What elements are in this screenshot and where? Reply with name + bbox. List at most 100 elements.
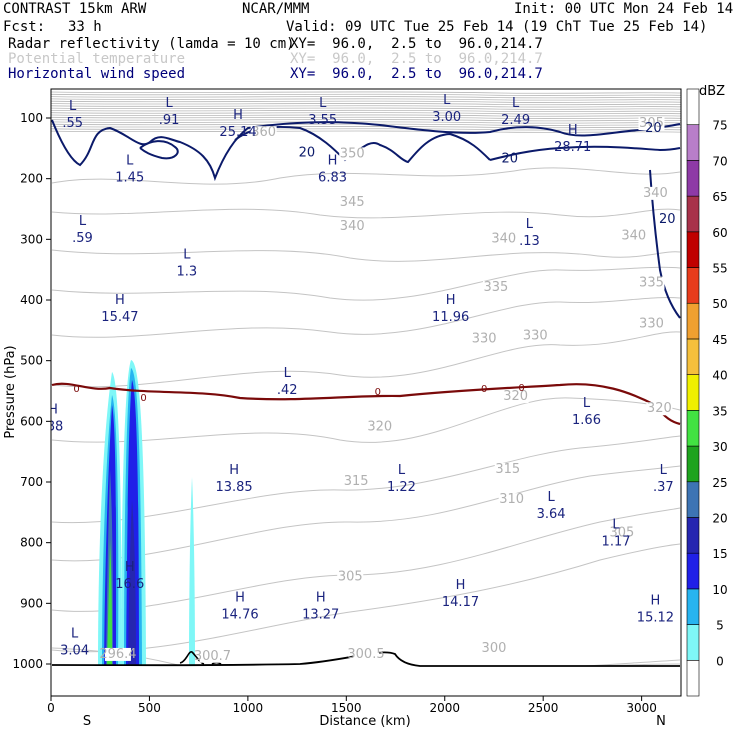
strat-isentrope (51, 125, 681, 129)
extremum-value: .91 (159, 113, 180, 128)
colorbar-segment (686, 659, 700, 697)
extremum-value: 25.14 (219, 125, 256, 140)
zero-contour (51, 382, 681, 426)
strat-isentrope (51, 93, 681, 96)
theta-label-bg (638, 117, 665, 131)
extremum-value: 1.22 (387, 480, 416, 495)
theta-label-bg (343, 475, 370, 489)
theta-label: 305 (610, 526, 635, 541)
extremum-value: 15.12 (637, 610, 674, 625)
strat-isentrope (51, 119, 681, 122)
y-tick-label: 900 (20, 596, 43, 610)
extremum-value: 6.83 (318, 171, 347, 186)
extremum-value: 2.49 (501, 113, 530, 128)
y-tick-label: 200 (20, 172, 43, 186)
extremum-type: H (115, 293, 125, 308)
x-axis: 0 500 1000 1500 2000 2500 3000 (47, 696, 657, 715)
theta-label-bg (199, 649, 226, 663)
strat-isentrope (51, 96, 681, 99)
theta-label: 300 (482, 641, 507, 656)
colorbar-segment (686, 552, 700, 590)
zero-label: 0 (481, 384, 487, 395)
extremum-value: 1.66 (572, 413, 601, 428)
wind-labels: 20 20 20 20 (299, 121, 676, 227)
colorbar-segment (686, 445, 700, 483)
theta-label-bg (494, 462, 521, 476)
valid-time: Valid: 09 UTC Tue 25 Feb 14 (19 ChT Tue … (286, 19, 708, 35)
extremum-value: .37 (653, 480, 674, 495)
extremum-type: H (48, 402, 58, 417)
colorbar-segment (686, 624, 700, 661)
x-end-label-south: S (83, 714, 91, 729)
theta-label-bg (522, 329, 549, 343)
colorbar-segment (686, 588, 700, 625)
extremum-value: 1.3 (177, 265, 198, 280)
strat-isentrope (51, 114, 681, 117)
theta-label: 340 (621, 228, 646, 243)
theta-label: 340 (643, 186, 668, 201)
extremum-type: H (568, 123, 578, 138)
stratosphere-isentropes (51, 91, 681, 133)
colorbar-segment (686, 160, 700, 197)
extremum-value: .88 (43, 419, 64, 434)
extremum-type: H (328, 154, 338, 169)
colorbar-title: dBZ (699, 84, 725, 99)
y-tick-label: 800 (20, 536, 43, 550)
theta-label: 340 (340, 219, 365, 234)
extremum-value: 3.64 (537, 507, 566, 522)
strat-isentrope (51, 130, 681, 133)
strat-isentrope (51, 112, 681, 115)
colorbar-label: 0 (716, 654, 724, 668)
strat-isentrope (51, 107, 681, 110)
theta-label: 320 (647, 401, 672, 416)
extrema-labels: L .55 L .91 H 25.14 L 3.55 L 3.00 L 2.49 H 28.71 L 1.45… (43, 93, 674, 659)
extremum-type: L (526, 217, 534, 232)
extremum-value: 13.85 (215, 480, 252, 495)
extremum-type: L (166, 96, 174, 111)
colorbar-label: 55 (712, 262, 727, 276)
y-tick-label: 700 (20, 475, 43, 489)
extremum-value: 1.45 (115, 171, 144, 186)
extremum-value: .59 (72, 231, 93, 246)
theta-label: 330 (472, 331, 497, 346)
field-wind-xy: XY= 96.0, 2.5 to 96.0,214.7 (290, 66, 543, 82)
extremum-type: L (398, 463, 406, 478)
field-theta: Potential temperature (8, 51, 186, 67)
y-axis-label: Pressure (hPa) (3, 345, 18, 438)
theta-label-bg (498, 493, 525, 507)
zero-label: 0 (140, 393, 146, 404)
colorbar-segment (686, 267, 700, 304)
strat-isentrope (51, 109, 681, 113)
model-title: CONTRAST 15km ARW (3, 1, 147, 17)
y-tick-label: 600 (20, 414, 43, 428)
theta-label: 335 (484, 280, 509, 295)
extremum-value: .55 (62, 116, 83, 131)
theta-label: 296.4 (99, 647, 136, 662)
zero-labels: 0 0 0 0 0 (73, 383, 524, 404)
colorbar-label: 20 (712, 511, 727, 525)
extremum-value: 14.17 (442, 595, 479, 610)
fcst-label: Fcst: (3, 19, 46, 35)
y-axis: 100 200 300 400 500 600 700 800 900 1000 (12, 111, 51, 671)
theta-label-bg (646, 402, 673, 416)
theta-label-bg (490, 232, 517, 246)
colorbar-label: 40 (712, 369, 727, 383)
colorbar-label: 70 (712, 154, 727, 168)
theta-label: 315 (495, 462, 520, 477)
colorbar-label: 25 (712, 476, 727, 490)
theta-label-bg (482, 280, 509, 294)
theta-label-bg (642, 186, 669, 200)
wind-label: 20 (501, 151, 518, 166)
x-tick-label: 3000 (626, 701, 657, 715)
theta-label: 320 (367, 419, 392, 434)
colorbar-label: 10 (712, 583, 727, 597)
theta-label: 320 (503, 389, 528, 404)
theta-label: 345 (340, 195, 365, 210)
extremum-type: L (71, 627, 79, 642)
x-tick-label: 2500 (528, 701, 559, 715)
extremum-type: L (512, 96, 520, 111)
extremum-type: H (125, 560, 135, 575)
extremum-type: H (316, 590, 326, 605)
zero-label: 0 (73, 384, 79, 395)
fcst-value: 33 h (68, 19, 102, 35)
